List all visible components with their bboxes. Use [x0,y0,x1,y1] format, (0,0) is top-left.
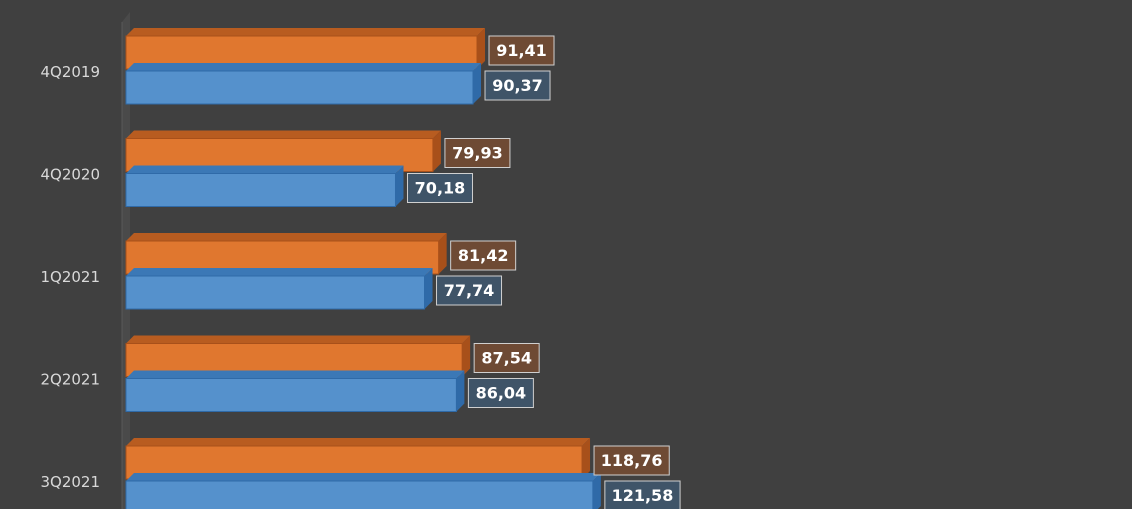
data-label-box [473,343,540,373]
bars [125,28,601,509]
data-label: 81,42 [458,246,509,265]
bar-side [438,233,447,274]
bar-side [473,63,482,104]
bar-side [477,28,486,69]
data-label: 77,74 [444,281,495,300]
bar-side [424,268,433,309]
bar-top [126,370,465,379]
bar-top [126,130,441,139]
bar-top [126,268,433,276]
bar [125,480,594,509]
bar-top [126,28,486,36]
data-label-box [488,35,555,66]
data-label: 79,93 [452,144,503,163]
data-label-box [444,138,511,168]
category-label: 2Q2021 [40,371,100,389]
data-label-box [467,378,534,408]
category-label: 4Q2019 [40,63,100,81]
data-label: 87,54 [481,349,532,368]
data-label-box [484,70,551,101]
bar [125,378,457,412]
data-label-box [593,445,670,476]
bar-side [462,335,471,377]
data-label-box [604,480,681,509]
bar-side [592,473,601,509]
category-label: 4Q2020 [40,166,100,184]
data-label: 121,58 [612,486,674,505]
bar [125,173,396,207]
bar-side [395,165,404,207]
bar [125,275,426,310]
data-label: 90,37 [492,76,543,95]
data-label-box [436,275,503,306]
bar-side [456,370,465,412]
bar-top [126,473,601,481]
category-label: 1Q2021 [40,268,100,286]
data-label: 118,76 [601,451,663,470]
bar-top [126,438,591,446]
data-label: 91,41 [496,41,547,60]
bar-top [126,165,404,174]
bar-top [126,63,482,71]
bar-top [126,233,447,241]
data-label-box [406,173,473,203]
category-axis: 4Q2019 4Q2020 1Q2021 2Q2021 3Q2021 [40,12,130,509]
bar-top [126,335,471,344]
bar-side [582,438,591,479]
data-label: 86,04 [476,384,527,403]
labels: 91,41 90,37 79,93 70,18 81,42 77,74 87,54 86,04… [406,35,681,509]
category-label: 3Q2021 [40,473,100,491]
data-label-box [450,240,517,271]
bar [125,70,474,105]
data-label: 70,18 [415,179,466,198]
bar-side [432,130,441,172]
